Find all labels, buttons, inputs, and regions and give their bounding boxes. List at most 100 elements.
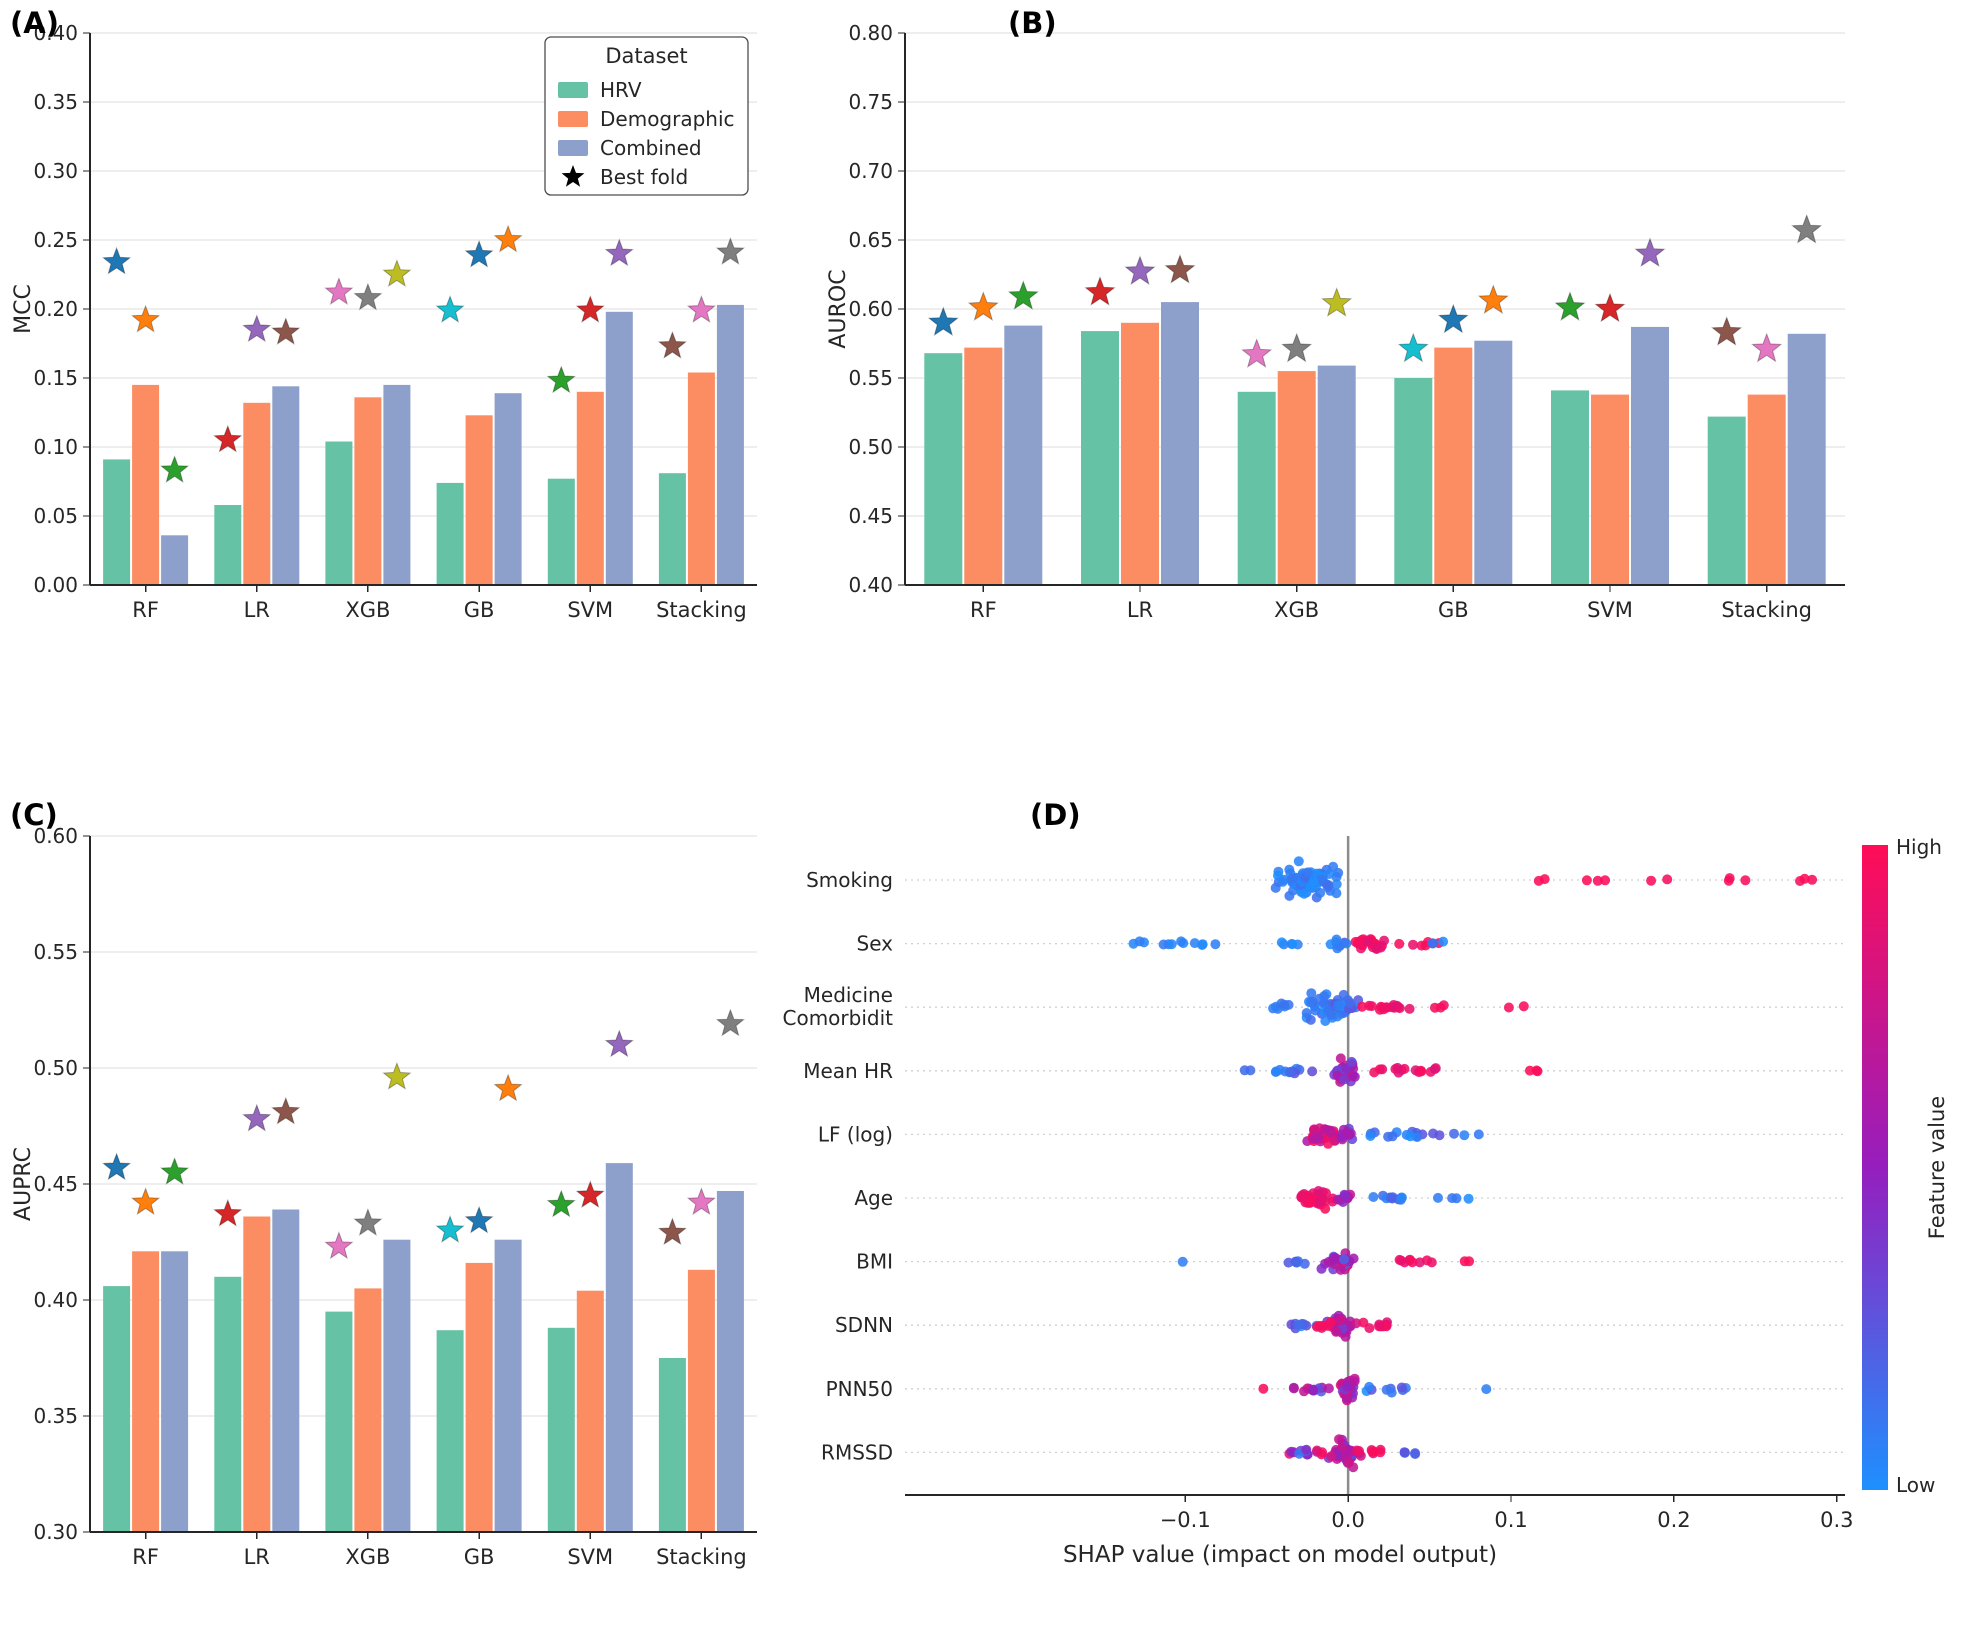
x-tick-label: LR <box>244 1545 270 1569</box>
best-fold-star <box>130 304 161 333</box>
shap-point <box>1364 1381 1375 1392</box>
shap-point <box>1312 1321 1322 1332</box>
shap-point <box>1799 873 1810 884</box>
shap-point <box>1405 1131 1416 1142</box>
feature-label: Age <box>854 1186 893 1210</box>
shap-point <box>1416 940 1427 951</box>
shap-point <box>1348 1253 1359 1264</box>
best-fold-star <box>1751 332 1783 363</box>
feature-value-colorbar <box>1862 845 1888 1490</box>
shap-point <box>1341 938 1352 949</box>
panel-label-d: (D) <box>1030 798 1081 832</box>
best-fold-star <box>382 259 412 287</box>
best-fold-star <box>242 314 272 343</box>
best-fold-star <box>242 1103 272 1132</box>
best-fold-star <box>715 1008 746 1037</box>
shap-point <box>1307 1066 1318 1077</box>
shap-point <box>1309 1133 1320 1144</box>
shap-point <box>1354 1446 1365 1456</box>
shap-point <box>1344 1457 1354 1468</box>
y-axis-title: AUROC <box>826 269 851 348</box>
shap-point <box>1317 1193 1328 1204</box>
legend-best-fold-label: Best fold <box>600 165 688 189</box>
shap-point <box>1210 939 1221 950</box>
shap-point <box>1283 1257 1294 1268</box>
shap-point <box>1346 1056 1357 1067</box>
y-tick-label: 0.05 <box>33 504 78 528</box>
best-fold-star <box>1437 303 1469 334</box>
y-tick-label: 0.40 <box>33 21 78 45</box>
feature-label: Medicine <box>804 983 893 1007</box>
y-tick-label: 0.60 <box>33 824 78 848</box>
shap-point <box>1300 1193 1311 1204</box>
y-tick-label: 0.45 <box>848 504 893 528</box>
y-tick-label: 0.30 <box>33 1520 78 1544</box>
shap-point <box>1364 1323 1375 1334</box>
legend-item-label: Combined <box>600 136 702 160</box>
x-tick-label: GB <box>464 1545 495 1569</box>
shap-point <box>1312 1445 1322 1456</box>
legend-box <box>544 36 749 196</box>
shap-point <box>1539 874 1550 885</box>
shap-point <box>1326 1009 1337 1020</box>
bar-hrv <box>214 505 242 585</box>
shap-point <box>1268 1003 1279 1014</box>
best-fold-star <box>575 294 605 323</box>
bar-hrv <box>436 482 464 585</box>
y-tick-label: 0.10 <box>33 435 78 459</box>
shap-point <box>1270 882 1281 893</box>
shap-point <box>1518 1001 1529 1012</box>
bar-combined <box>605 1163 633 1532</box>
best-fold-star <box>604 1029 634 1058</box>
best-fold-star <box>1007 280 1039 310</box>
x-tick-label: −0.1 <box>1160 1508 1211 1532</box>
x-axis-title: SHAP value (impact on model output) <box>1063 1542 1497 1568</box>
y-tick-label: 0.35 <box>33 1404 78 1428</box>
x-tick-label: Stacking <box>656 1545 747 1569</box>
best-fold-star <box>159 1156 190 1185</box>
bar-demographic <box>1277 371 1316 585</box>
bar-hrv <box>547 478 575 585</box>
best-fold-star <box>1397 332 1429 363</box>
shap-point <box>1404 1003 1415 1014</box>
bar-combined <box>383 384 411 585</box>
shap-point <box>1331 888 1342 899</box>
shap-point <box>1408 939 1418 950</box>
shap-point <box>1662 874 1673 885</box>
best-fold-star <box>546 1189 576 1218</box>
bar-combined <box>605 311 633 585</box>
bar-demographic <box>132 1251 160 1532</box>
shap-point <box>1371 943 1382 954</box>
shap-point <box>1396 1382 1407 1393</box>
x-tick-label: 0.0 <box>1331 1508 1364 1532</box>
best-fold-star <box>353 282 383 311</box>
best-fold-star <box>1477 284 1509 315</box>
shap-point <box>1301 1444 1312 1455</box>
best-fold-star <box>435 1214 465 1243</box>
shap-point <box>1258 1383 1269 1394</box>
y-tick-label: 0.00 <box>33 573 78 597</box>
shap-point <box>1314 993 1325 1004</box>
best-fold-star <box>657 1217 688 1246</box>
shap-point <box>1293 856 1304 867</box>
shap-point <box>1333 1000 1344 1011</box>
shap-point <box>1284 1067 1295 1078</box>
shap-point <box>1339 1254 1349 1265</box>
shap-point <box>1331 1326 1342 1337</box>
x-tick-label: LR <box>1127 598 1153 622</box>
best-fold-star <box>101 246 132 275</box>
bar-combined <box>1474 340 1513 585</box>
shap-point <box>1299 1258 1310 1269</box>
y-tick-label: 0.50 <box>848 435 893 459</box>
legend: Dataset HRV Demographic Combined Best fold <box>544 36 749 196</box>
shap-point <box>1416 1066 1427 1077</box>
shap-point <box>1438 1000 1449 1011</box>
best-fold-star <box>1084 275 1116 306</box>
feature-label: SDNN <box>835 1313 893 1337</box>
y-tick-label: 0.45 <box>33 1172 78 1196</box>
bar-combined <box>1004 325 1043 585</box>
shap-point <box>1331 879 1342 890</box>
best-fold-star <box>353 1207 383 1236</box>
feature-label: BMI <box>856 1250 893 1274</box>
bar-combined <box>272 1209 300 1532</box>
